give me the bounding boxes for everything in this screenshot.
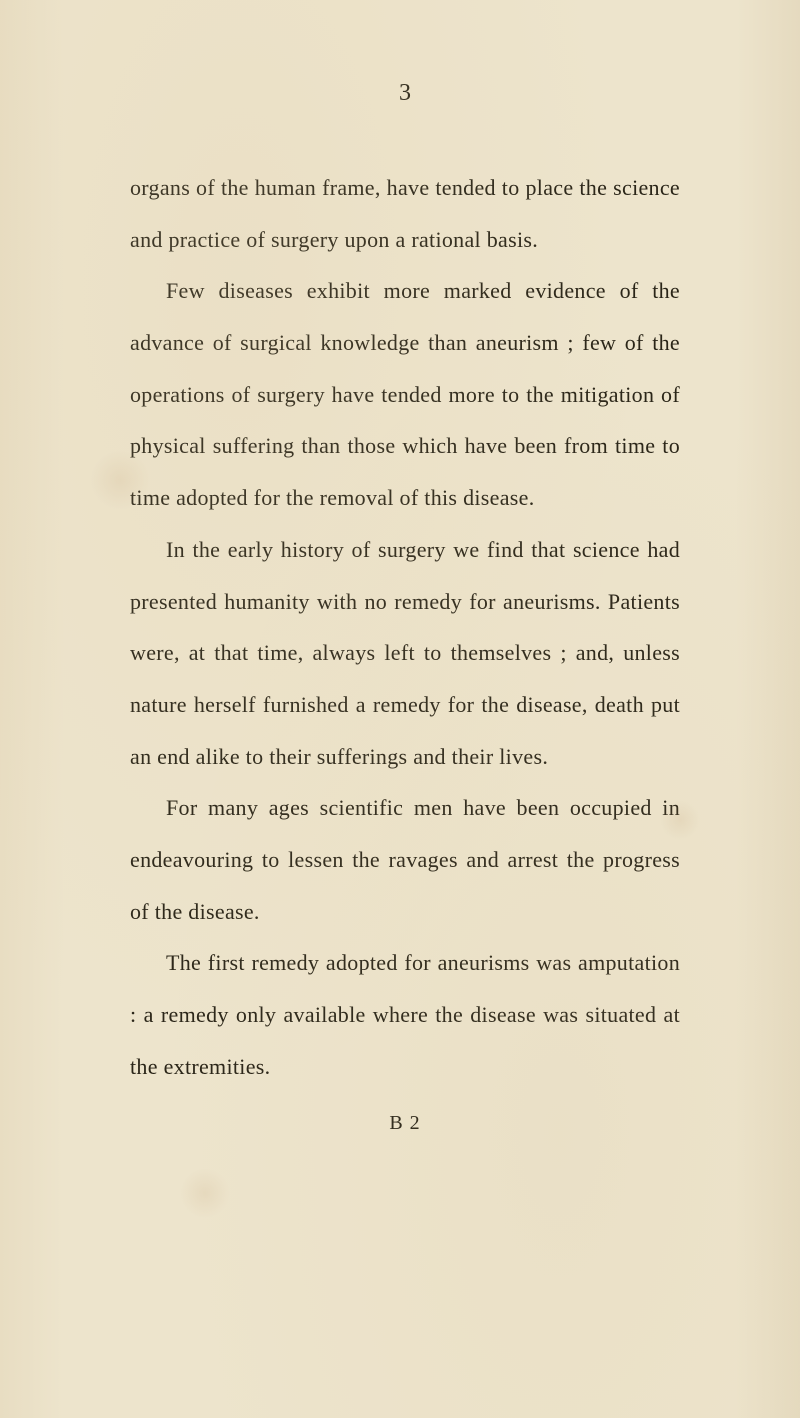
paragraph: In the early history of surgery we find …: [130, 524, 680, 782]
body-text-container: organs of the human frame, have tended t…: [130, 162, 680, 1092]
paragraph: organs of the human frame, have tended t…: [130, 162, 680, 265]
paragraph: For many ages scientific men have been o…: [130, 782, 680, 937]
paragraph: The first remedy adopted for aneurisms w…: [130, 937, 680, 1092]
page-number: 3: [130, 80, 680, 107]
signature-mark: B 2: [130, 1112, 680, 1135]
document-page: 3 organs of the human frame, have tended…: [0, 0, 800, 1418]
aging-spot: [180, 1168, 230, 1218]
paragraph: Few diseases exhibit more marked evidenc…: [130, 265, 680, 523]
